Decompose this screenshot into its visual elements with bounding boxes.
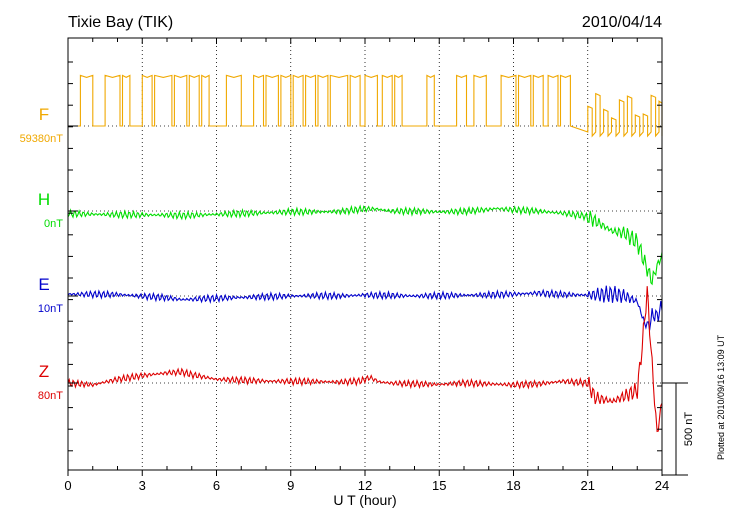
series-baseline-label-f: 59380nT [20, 133, 64, 145]
x-tick-label: 3 [139, 478, 146, 493]
x-tick-label: 9 [287, 478, 294, 493]
x-tick-label: 12 [358, 478, 372, 493]
scale-bar: 500 nT [662, 382, 695, 476]
axes: 0 3 6 9 12 15 18 21 24 [64, 37, 669, 493]
series-line-h [67, 204, 663, 286]
chart-title: Tixie Bay (TIK) [68, 14, 173, 31]
scale-bar-label: 500 nT [683, 412, 695, 447]
series-name-e: E [38, 275, 49, 294]
series-group [67, 74, 663, 433]
series-name-z: Z [39, 362, 49, 381]
series-line-f [68, 74, 663, 138]
series-baseline-label-z: 80nT [38, 390, 63, 402]
series-baseline-label-e: 10nT [38, 303, 63, 315]
series-baseline-label-h: 0nT [44, 218, 63, 230]
x-tick-label: 0 [64, 478, 71, 493]
series-name-f: F [39, 105, 49, 124]
series-name-h: H [38, 190, 50, 209]
x-tick-label: 21 [581, 478, 595, 493]
series-line-z [67, 286, 663, 433]
series-labels: F 59380nT H 0nT E 10nT Z 80nT [20, 105, 64, 402]
plotted-note: Plotted at 2010/09/16 13:09 UT [716, 334, 726, 460]
chart-date: 2010/04/14 [582, 14, 662, 31]
x-tick-label: 24 [655, 478, 669, 493]
x-tick-label: 6 [213, 478, 220, 493]
x-tick-label: 18 [506, 478, 520, 493]
series-line-e [67, 285, 663, 331]
x-axis-label: U T (hour) [333, 492, 396, 508]
x-tick-label: 15 [432, 478, 446, 493]
